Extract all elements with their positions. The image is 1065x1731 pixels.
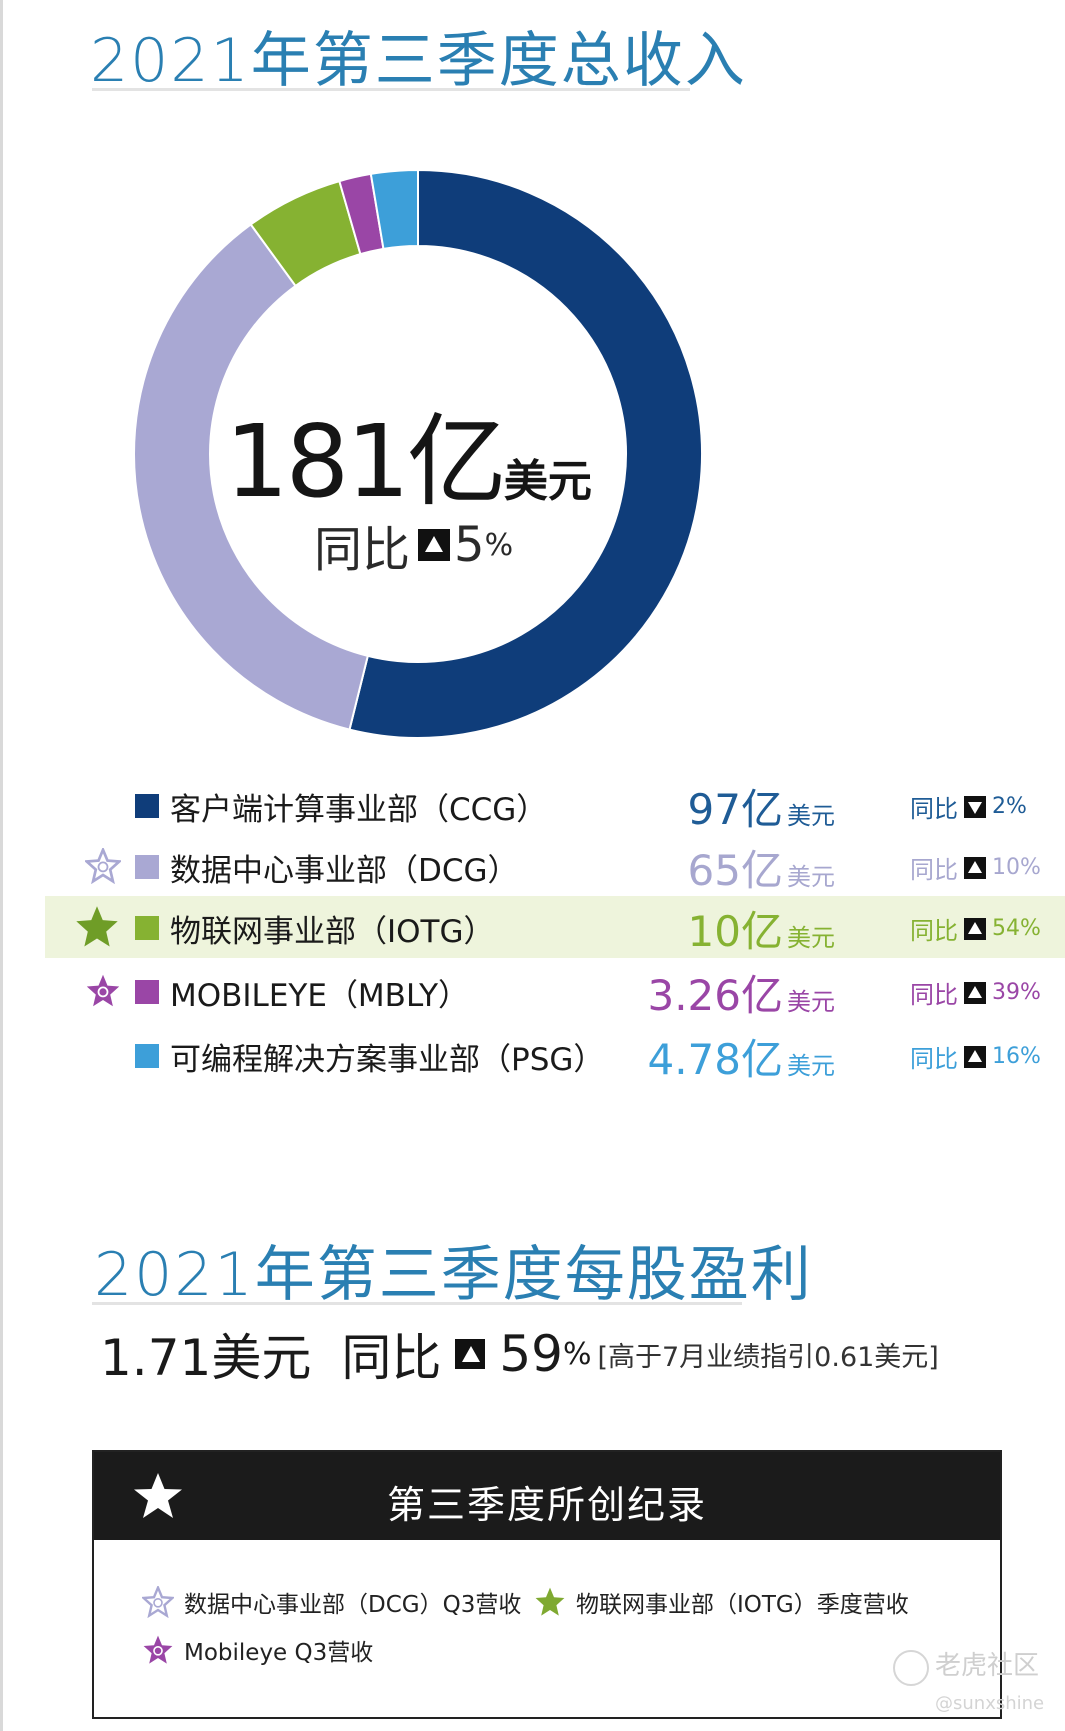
record-item-mobileye: Mobileye Q3营收 xyxy=(142,1633,373,1667)
legend-value-unit: 美元 xyxy=(787,988,835,1016)
total-revenue: 181亿美元 xyxy=(225,380,592,525)
legend-yoy-pct: 2% xyxy=(992,794,1027,819)
total-revenue-unit: 美元 xyxy=(503,456,592,507)
legend-value-number: 10亿 xyxy=(687,907,783,956)
record-item-dcg: 数据中心事业部（DCG）Q3营收 xyxy=(142,1585,521,1619)
total-revenue-value: 181亿 xyxy=(225,403,507,520)
legend-value-unit: 美元 xyxy=(787,863,835,891)
legend-label: 数据中心事业部（DCG） xyxy=(170,853,519,889)
legend-value: 4.78亿 美元 xyxy=(575,1026,835,1087)
legend-value-unit: 美元 xyxy=(787,802,835,830)
legend-yoy: 同比 10% xyxy=(910,850,1041,885)
up-triangle-icon xyxy=(964,1045,986,1068)
legend-yoy-pct: 10% xyxy=(992,855,1041,880)
legend-yoy-label: 同比 xyxy=(910,795,958,823)
outline-star-icon xyxy=(83,846,123,885)
legend-label: 物联网事业部（IOTG） xyxy=(170,914,495,950)
legend-yoy-pct: 39% xyxy=(992,980,1041,1005)
legend-yoy-pct: 54% xyxy=(992,916,1041,941)
legend-yoy: 同比 2% xyxy=(910,789,1027,824)
watermark-user: @sunxshine xyxy=(935,1693,1045,1714)
legend-yoy: 同比 16% xyxy=(910,1039,1041,1074)
eps-value: 1.71美元 xyxy=(100,1329,312,1387)
total-yoy-pct-sign: % xyxy=(484,527,514,563)
outline-star-icon xyxy=(142,1586,174,1618)
legend-value-number: 65亿 xyxy=(687,846,783,895)
legend-swatch xyxy=(135,916,159,940)
revenue-donut-chart xyxy=(133,168,703,739)
page-left-border xyxy=(0,0,3,1731)
eps-title: 2021年第三季度每股盈利 xyxy=(94,1240,813,1310)
eps-note: [高于7月业绩指引0.61美元] xyxy=(597,1341,939,1373)
legend-swatch xyxy=(135,794,159,818)
up-triangle-icon xyxy=(964,917,986,940)
solid-star-icon xyxy=(535,1587,565,1616)
total-revenue-yoy: 同比 5% xyxy=(314,510,513,580)
records-box: 第三季度所创纪录 数据中心事业部（DCG）Q3营收 物联网事业部（IOTG）季度… xyxy=(92,1450,1002,1719)
total-yoy-label: 同比 xyxy=(314,522,411,578)
watermark-brand: 老虎社区 xyxy=(935,1651,1040,1681)
up-triangle-icon xyxy=(964,856,986,879)
revenue-title-rule xyxy=(92,88,690,91)
legend-yoy-pct: 16% xyxy=(992,1044,1041,1069)
donut-slice-4 xyxy=(369,168,419,251)
legend-swatch xyxy=(135,980,159,1004)
legend-row: MOBILEYE（MBLY） 3.26亿 美元 同比 39% xyxy=(0,960,1065,1022)
eps-yoy-label: 同比 xyxy=(341,1329,442,1387)
legend-yoy-label: 同比 xyxy=(910,1045,958,1073)
star-icon xyxy=(134,1473,182,1518)
donut-slice-0 xyxy=(348,168,703,739)
legend-yoy: 同比 39% xyxy=(910,975,1041,1010)
legend-value-number: 4.78亿 xyxy=(647,1035,783,1084)
record-item-label: 数据中心事业部（DCG）Q3营收 xyxy=(184,1592,522,1618)
total-yoy-value: 5 xyxy=(454,517,485,573)
legend-swatch xyxy=(135,1044,159,1068)
revenue-title: 2021年第三季度总收入 xyxy=(90,26,747,96)
legend-value-number: 3.26亿 xyxy=(647,971,783,1020)
legend-value: 97亿 美元 xyxy=(575,776,835,837)
eps-title-rule xyxy=(92,1302,742,1305)
eps-yoy-value: 59 xyxy=(499,1325,563,1383)
record-item-iotg: 物联网事业部（IOTG）季度营收 xyxy=(534,1585,909,1619)
donut-slice-1 xyxy=(133,223,370,731)
legend-row: 可编程解决方案事业部（PSG） 4.78亿 美元 同比 16% xyxy=(0,1024,1065,1086)
legend-value: 3.26亿 美元 xyxy=(575,962,835,1023)
legend-label: 可编程解决方案事业部（PSG） xyxy=(170,1042,605,1078)
legend-label: MOBILEYE（MBLY） xyxy=(170,978,470,1014)
eps-yoy-pct-sign: % xyxy=(562,1336,592,1372)
legend-value-unit: 美元 xyxy=(787,1052,835,1080)
up-triangle-icon xyxy=(964,981,986,1004)
legend-value-unit: 美元 xyxy=(787,924,835,952)
record-item-label: Mobileye Q3营收 xyxy=(184,1640,374,1666)
badge-star-icon xyxy=(143,1635,173,1664)
eps-line: 1.71美元 同比 59% [高于7月业绩指引0.61美元] xyxy=(100,1318,939,1390)
legend-value: 65亿 美元 xyxy=(575,837,835,898)
solid-star-icon xyxy=(74,904,120,950)
legend-value-number: 97亿 xyxy=(687,785,783,834)
records-header: 第三季度所创纪录 xyxy=(94,1452,1000,1540)
badge-star-icon xyxy=(85,973,121,1009)
records-title: 第三季度所创纪录 xyxy=(386,1483,707,1527)
up-triangle-icon xyxy=(418,529,451,561)
legend-row: 数据中心事业部（DCG） 65亿 美元 同比 10% xyxy=(0,835,1065,897)
legend-row: 客户端计算事业部（CCG） 97亿 美元 同比 2% xyxy=(0,774,1065,836)
legend-yoy-label: 同比 xyxy=(910,856,958,884)
watermark-logo-icon xyxy=(893,1650,929,1686)
legend-yoy-label: 同比 xyxy=(910,981,958,1009)
legend-yoy-label: 同比 xyxy=(910,917,958,945)
up-triangle-icon xyxy=(455,1339,486,1369)
legend-label: 客户端计算事业部（CCG） xyxy=(170,792,548,828)
legend-yoy: 同比 54% xyxy=(910,911,1041,946)
down-triangle-icon xyxy=(964,795,986,818)
legend-value: 10亿 美元 xyxy=(575,898,835,959)
legend-row: 物联网事业部（IOTG） 10亿 美元 同比 54% xyxy=(45,896,1065,958)
record-item-label: 物联网事业部（IOTG）季度营收 xyxy=(576,1592,909,1618)
legend-swatch xyxy=(135,855,159,879)
